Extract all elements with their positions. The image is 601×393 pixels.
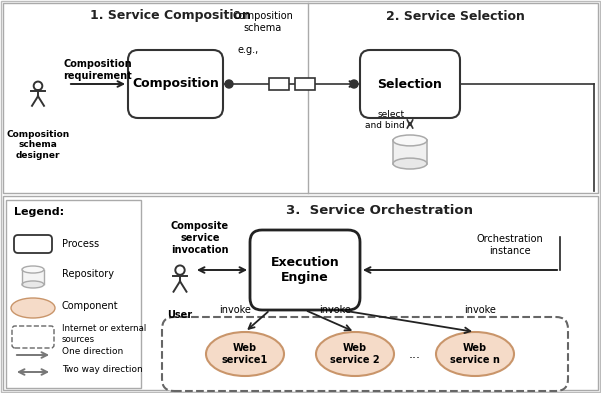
Ellipse shape xyxy=(22,281,44,288)
Ellipse shape xyxy=(436,332,514,376)
Circle shape xyxy=(350,80,358,88)
Text: e.g.,: e.g., xyxy=(237,45,258,55)
Text: Orchestration
instance: Orchestration instance xyxy=(477,234,543,256)
Bar xyxy=(3,3,598,193)
Ellipse shape xyxy=(206,332,284,376)
Bar xyxy=(6,200,141,388)
Ellipse shape xyxy=(393,135,427,146)
Text: 1. Service Composition: 1. Service Composition xyxy=(90,9,251,22)
Circle shape xyxy=(225,80,233,88)
Text: 3.  Service Orchestration: 3. Service Orchestration xyxy=(287,204,474,217)
Text: invoke: invoke xyxy=(219,305,251,315)
Text: invoke: invoke xyxy=(319,305,351,315)
Text: Execution
Engine: Execution Engine xyxy=(270,256,340,284)
FancyBboxPatch shape xyxy=(128,50,223,118)
Text: Two way direction: Two way direction xyxy=(62,364,143,373)
Text: Component: Component xyxy=(62,301,118,311)
Bar xyxy=(294,78,314,90)
Text: 2. Service Selection: 2. Service Selection xyxy=(386,9,525,22)
Bar xyxy=(22,270,44,285)
Text: Composition
schema
designer: Composition schema designer xyxy=(7,130,70,160)
FancyBboxPatch shape xyxy=(250,230,360,310)
Text: ...: ... xyxy=(409,347,421,360)
Text: Internet or external
sources: Internet or external sources xyxy=(62,324,146,344)
FancyBboxPatch shape xyxy=(162,317,568,391)
Text: User: User xyxy=(168,310,192,320)
Ellipse shape xyxy=(11,298,55,318)
Ellipse shape xyxy=(316,332,394,376)
Text: Process: Process xyxy=(62,239,99,249)
Text: Composition
schema: Composition schema xyxy=(233,11,293,33)
FancyBboxPatch shape xyxy=(12,326,54,348)
Bar xyxy=(393,140,427,163)
Text: invoke: invoke xyxy=(464,305,496,315)
Text: Repository: Repository xyxy=(62,269,114,279)
Text: One direction: One direction xyxy=(62,347,123,356)
FancyBboxPatch shape xyxy=(360,50,460,118)
Bar xyxy=(3,196,598,390)
Text: Web
service 2: Web service 2 xyxy=(330,343,380,365)
FancyBboxPatch shape xyxy=(14,235,52,253)
Bar xyxy=(269,78,288,90)
Text: Composition: Composition xyxy=(132,77,219,90)
Text: Composite
service
invocation: Composite service invocation xyxy=(171,221,229,255)
Text: Web
service n: Web service n xyxy=(450,343,500,365)
Ellipse shape xyxy=(22,266,44,273)
Text: Selection: Selection xyxy=(377,77,442,90)
Text: select
and bind: select and bind xyxy=(365,110,405,130)
Text: Web
service1: Web service1 xyxy=(222,343,268,365)
Ellipse shape xyxy=(393,158,427,169)
Text: Composition
requirement: Composition requirement xyxy=(64,59,132,81)
Text: Legend:: Legend: xyxy=(14,207,64,217)
